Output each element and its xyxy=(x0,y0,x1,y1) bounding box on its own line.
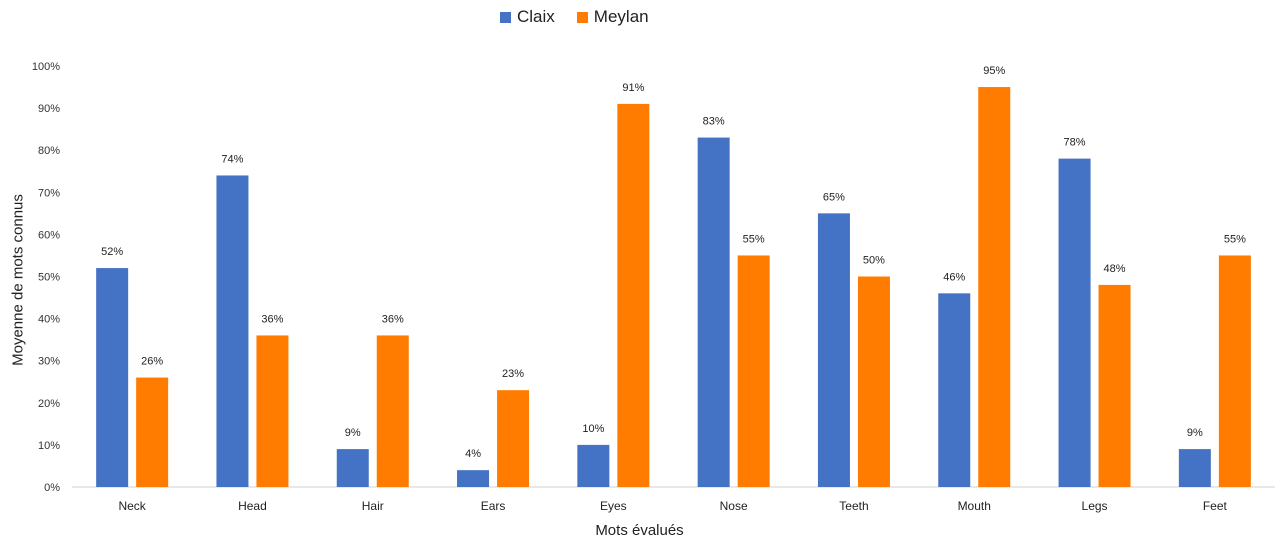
data-label: 91% xyxy=(622,82,644,94)
data-label: 48% xyxy=(1104,263,1126,275)
bar-meylan xyxy=(857,276,890,487)
bar-claix xyxy=(577,444,610,487)
y-tick-label: 100% xyxy=(32,61,60,73)
bar-meylan xyxy=(978,87,1011,488)
data-label: 9% xyxy=(345,427,361,439)
x-tick-label: Eyes xyxy=(600,499,627,513)
legend-swatch-meylan xyxy=(576,11,588,23)
legend-swatch-claix xyxy=(500,11,511,23)
y-tick-label: 50% xyxy=(38,272,60,284)
bar-meylan xyxy=(617,103,650,487)
legend-item-meylan: Meylan xyxy=(576,7,649,27)
y-tick-label: 30% xyxy=(38,356,60,368)
data-label: 78% xyxy=(1064,137,1086,149)
bar-claix xyxy=(1178,449,1211,487)
bar-meylan xyxy=(1098,284,1131,487)
bar-meylan xyxy=(737,255,770,487)
bar-claix xyxy=(457,470,490,487)
bar-claix xyxy=(1058,158,1091,487)
x-tick-label: Feet xyxy=(1203,499,1228,513)
data-label: 55% xyxy=(743,233,765,245)
x-tick-label: Ears xyxy=(481,499,506,513)
data-label: 10% xyxy=(582,423,604,435)
y-tick-label: 60% xyxy=(38,229,60,241)
x-tick-label: Hair xyxy=(362,499,384,513)
data-label: 36% xyxy=(261,313,283,325)
y-tick-label: 90% xyxy=(38,103,60,115)
x-tick-label: Nose xyxy=(720,499,748,513)
bar-claix xyxy=(96,268,129,487)
legend-label-claix: Claix xyxy=(517,7,555,26)
x-tick-label: Teeth xyxy=(839,499,868,513)
data-label: 50% xyxy=(863,255,885,267)
data-label: 26% xyxy=(141,356,163,368)
data-label: 4% xyxy=(465,448,481,460)
data-label: 83% xyxy=(703,116,725,128)
bar-meylan xyxy=(256,335,289,487)
bar-meylan xyxy=(136,377,169,487)
data-label: 55% xyxy=(1224,233,1246,245)
bar-claix xyxy=(817,213,850,487)
bar-meylan xyxy=(376,335,409,487)
data-label: 36% xyxy=(382,313,404,325)
y-tick-label: 20% xyxy=(38,398,60,410)
y-tick-label: 0% xyxy=(44,482,60,494)
bar-claix xyxy=(216,175,249,487)
y-tick-label: 10% xyxy=(38,440,60,452)
x-tick-label: Mouth xyxy=(958,499,991,513)
x-tick-label: Head xyxy=(238,499,267,513)
x-axis-title: Mots évalués xyxy=(595,522,684,539)
bar-claix xyxy=(336,449,369,487)
data-label: 52% xyxy=(101,246,123,258)
x-tick-label: Legs xyxy=(1082,499,1108,513)
y-tick-label: 40% xyxy=(38,314,60,326)
x-tick-label: Neck xyxy=(118,499,146,513)
bar-claix xyxy=(697,137,730,487)
data-label: 23% xyxy=(502,368,524,380)
bar-meylan xyxy=(1218,255,1251,487)
data-label: 46% xyxy=(943,271,965,283)
y-tick-label: 70% xyxy=(38,187,60,199)
y-tick-label: 80% xyxy=(38,145,60,157)
legend-item-claix: Claix xyxy=(500,7,555,27)
data-label: 95% xyxy=(983,65,1005,77)
y-axis-title: Moyenne de mots connus xyxy=(9,194,27,366)
bar-meylan xyxy=(497,390,530,487)
data-label: 9% xyxy=(1187,427,1203,439)
bar-claix xyxy=(938,293,971,487)
data-label: 65% xyxy=(823,191,845,203)
data-label: 74% xyxy=(221,153,243,165)
chart-legend: Claix Meylan xyxy=(500,7,649,27)
legend-label-meylan: Meylan xyxy=(593,7,649,26)
